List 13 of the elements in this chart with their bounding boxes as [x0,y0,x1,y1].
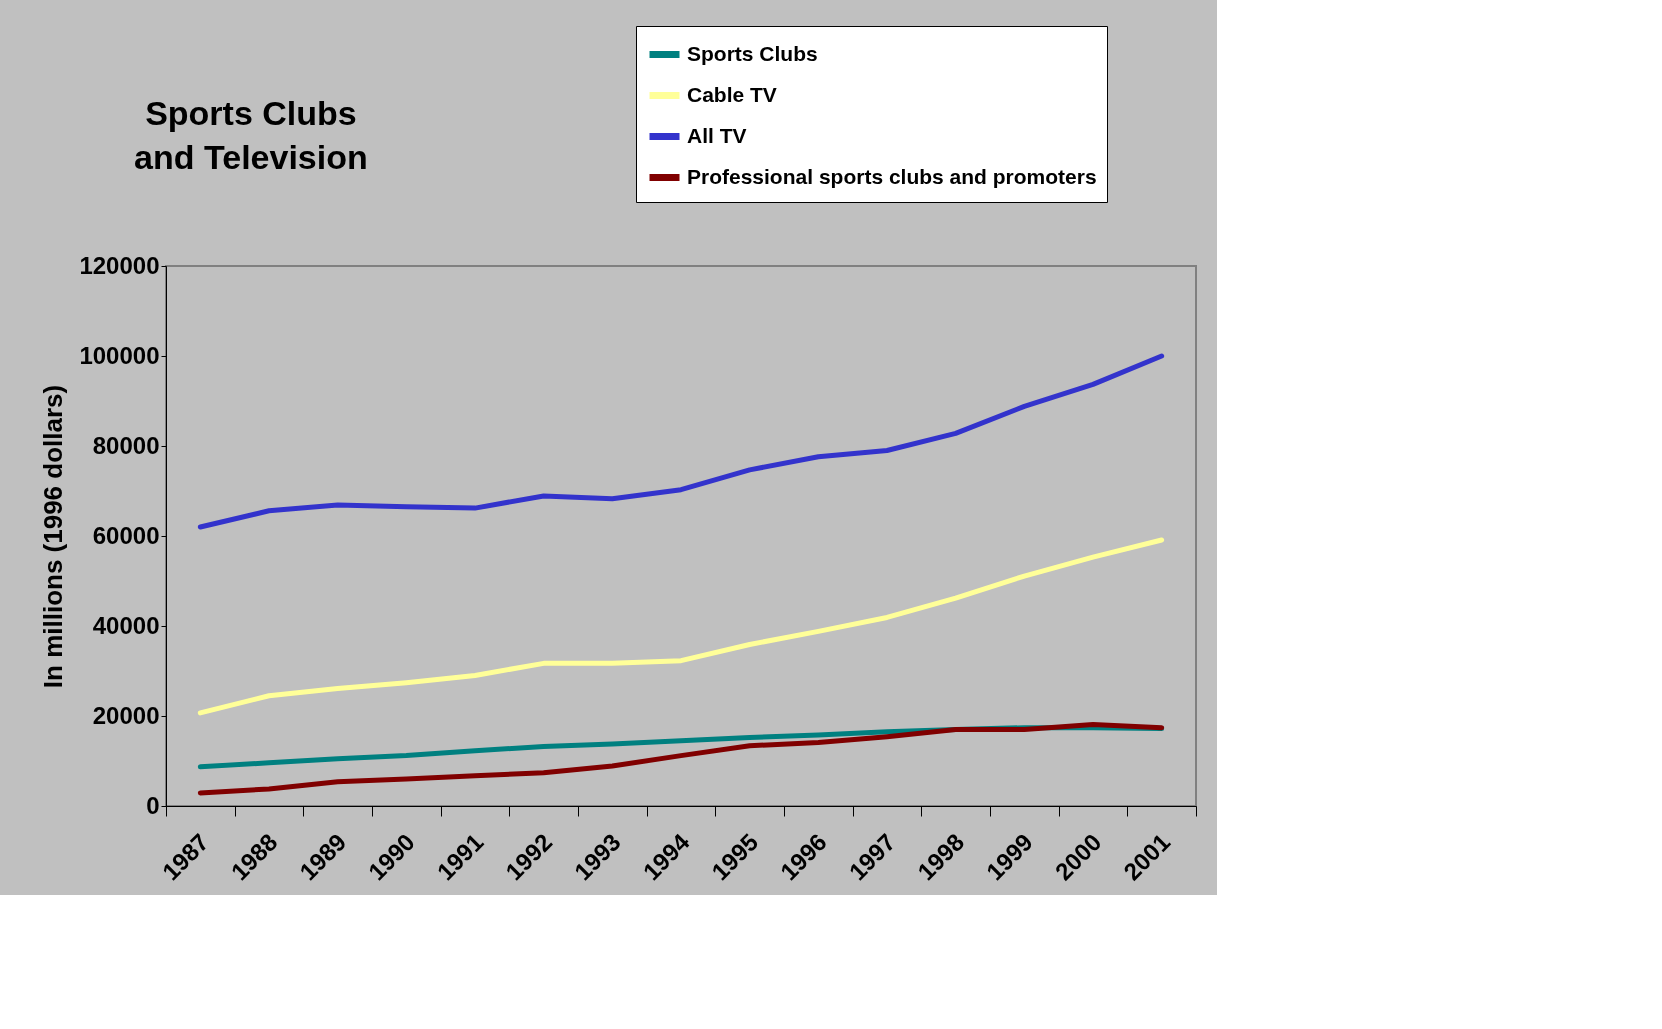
y-tick-label: 100000 [79,341,160,369]
legend-label: Professional sports clubs and promoters [687,164,1097,188]
y-tick-label: 60000 [92,521,160,549]
y-tick-label: 0 [146,791,160,819]
chart-title: Sports Clubs and Television [134,93,368,176]
y-tick-label: 120000 [79,251,160,279]
y-axis-title: In millions (1996 dollars) [38,384,69,689]
legend-label: Cable TV [687,82,777,106]
legend-label: All TV [687,123,747,147]
y-tick-label: 80000 [92,431,160,459]
y-tick-label: 20000 [92,701,160,729]
legend-label: Sports Clubs [687,41,818,65]
y-tick-label: 40000 [92,611,160,639]
